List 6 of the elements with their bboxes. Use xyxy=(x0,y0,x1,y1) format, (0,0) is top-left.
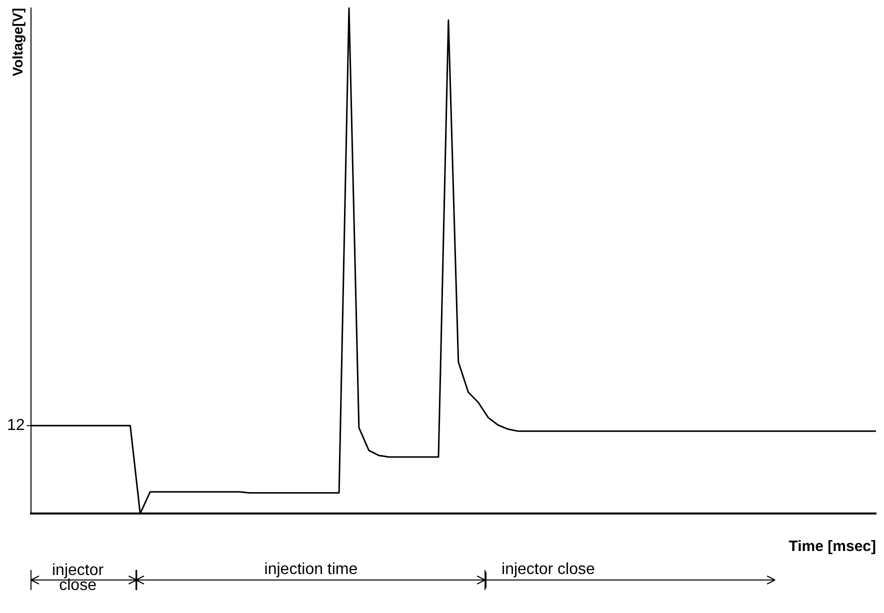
y-axis-title: Voltage[V] xyxy=(9,8,26,76)
text: injector close xyxy=(498,561,599,578)
text: injector close xyxy=(51,562,105,594)
x-axis-title: Time [msec] xyxy=(788,538,876,556)
text: 12 xyxy=(7,417,25,434)
text: injection time xyxy=(260,561,362,578)
